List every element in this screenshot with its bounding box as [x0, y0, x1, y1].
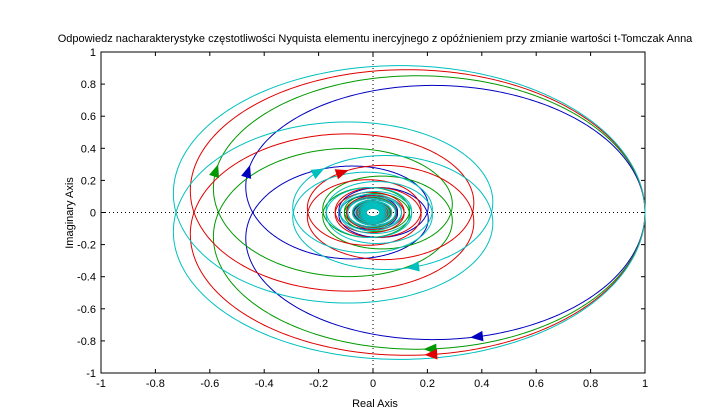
x-axis-ticks: -1 -0.8 -0.6 -0.4 -0.2 0 0.2 0.4 0.6 0.8 1 — [96, 52, 648, 390]
arrow-upper — [241, 165, 252, 179]
y-tick-label: 0.4 — [81, 143, 96, 155]
arrow-upper — [310, 168, 325, 180]
y-tick-label: -0.6 — [77, 304, 96, 316]
zero-lines — [101, 52, 645, 373]
x-tick-label: 0.2 — [420, 378, 435, 390]
y-tick-label: 0.8 — [81, 79, 96, 91]
arrow-lower — [470, 330, 484, 342]
x-tick-label: -0.6 — [200, 378, 219, 390]
x-tick-label: 1 — [642, 378, 648, 390]
nyquist-curve-upper — [172, 65, 646, 304]
direction-arrows — [209, 164, 484, 360]
y-axis-ticks: -1 -0.8 -0.6 -0.4 -0.2 0 0.2 0.4 0.6 0.8 1 — [77, 47, 645, 380]
y-tick-label: -0.2 — [77, 240, 96, 252]
arrow-upper — [334, 169, 349, 180]
x-tick-label: -0.2 — [309, 378, 328, 390]
x-axis-label: Real Axis — [352, 398, 398, 410]
x-tick-label: -0.4 — [255, 378, 274, 390]
y-tick-label: 0.6 — [81, 111, 96, 123]
x-tick-label: -0.8 — [146, 378, 165, 390]
x-tick-label: -1 — [96, 378, 106, 390]
x-tick-label: 0 — [370, 378, 376, 390]
y-tick-label: -1 — [86, 368, 96, 380]
y-tick-label: 0.2 — [81, 175, 96, 187]
x-tick-label: 0.8 — [583, 378, 598, 390]
arrow-lower — [424, 349, 438, 360]
x-tick-label: 0.4 — [474, 378, 489, 390]
y-tick-label: -0.4 — [77, 272, 96, 284]
y-tick-label: 0 — [90, 208, 96, 220]
arrow-lower — [406, 261, 420, 272]
y-axis-label: Imaginary Axis — [64, 177, 76, 249]
arrow-upper — [209, 164, 220, 179]
y-tick-label: 1 — [90, 47, 96, 59]
nyquist-curves — [172, 65, 646, 360]
y-tick-label: -0.8 — [77, 336, 96, 348]
x-tick-label: 0.6 — [529, 378, 544, 390]
chart-title: Odpowiedz nacharakterystyke częstotliwoś… — [58, 33, 693, 45]
plot-area: -1 -0.8 -0.6 -0.4 -0.2 0 0.2 0.4 0.6 0.8 1 -1-0.8-… — [77, 47, 648, 390]
